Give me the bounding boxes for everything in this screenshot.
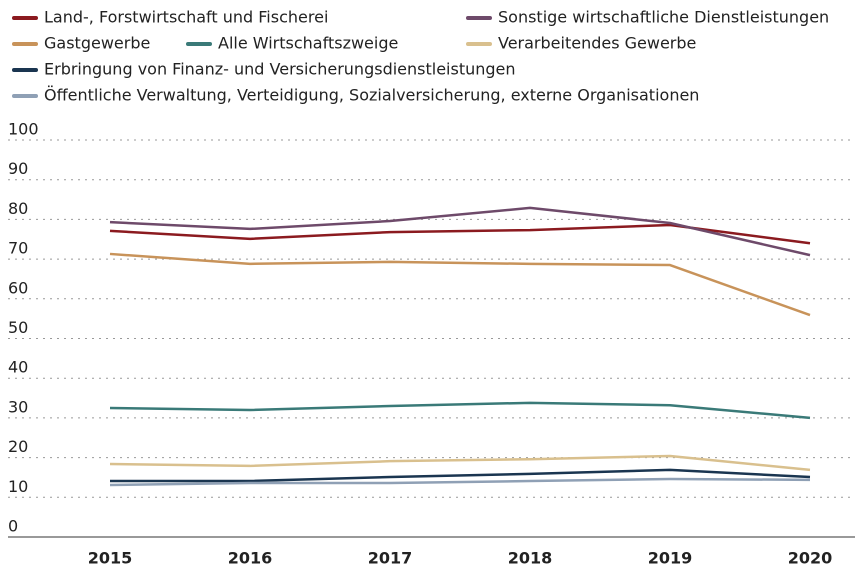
legend-label: Öffentliche Verwaltung, Verteidigung, So… <box>44 86 699 105</box>
legend-label: Gastgewerbe <box>44 34 150 53</box>
x-tick-label: 2019 <box>648 549 693 568</box>
x-tick-label: 2016 <box>228 549 273 568</box>
series-line <box>110 468 811 483</box>
y-tick-label: 0 <box>8 517 18 536</box>
legend-label: Erbringung von Finanz- und Versicherungs… <box>44 60 516 79</box>
x-tick-label: 2017 <box>368 549 413 568</box>
legend-label: Sonstige wirtschaftliche Dienstleistunge… <box>498 8 829 27</box>
series-line <box>109 454 811 472</box>
legend-label: Land-, Forstwirtschaft und Fischerei <box>44 8 328 27</box>
y-tick-label: 70 <box>8 239 28 258</box>
y-tick-label: 40 <box>8 358 28 377</box>
x-tick-label: 2015 <box>88 549 133 568</box>
x-tick-label: 2020 <box>788 549 833 568</box>
series-line <box>109 252 811 317</box>
y-tick-label: 10 <box>8 477 28 496</box>
y-tick-label: 60 <box>8 278 28 297</box>
x-tick-label: 2018 <box>508 549 553 568</box>
y-tick-label: 50 <box>8 318 28 337</box>
y-tick-label: 100 <box>8 120 39 139</box>
series-line <box>109 206 811 257</box>
series-line <box>109 401 811 420</box>
y-tick-label: 90 <box>8 159 28 178</box>
y-tick-label: 80 <box>8 199 28 218</box>
y-tick-label: 20 <box>8 437 28 456</box>
legend-label: Alle Wirtschaftszweige <box>218 34 398 53</box>
legend-label: Verarbeitendes Gewerbe <box>498 34 696 53</box>
y-tick-label: 30 <box>8 397 28 416</box>
series-line <box>109 477 811 487</box>
